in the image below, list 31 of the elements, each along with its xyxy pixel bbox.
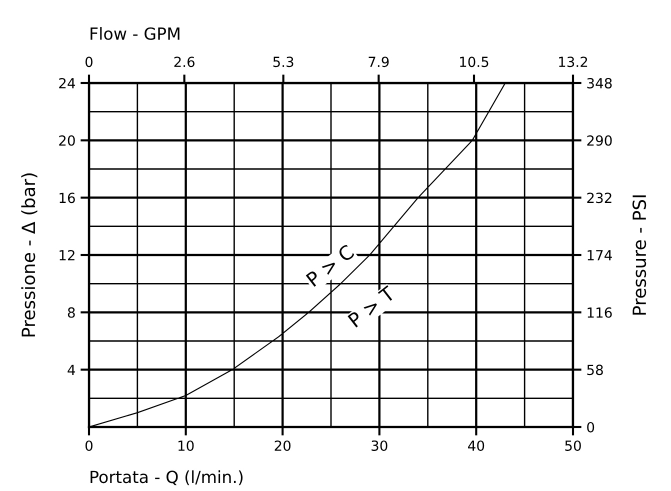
y2-axis-title: Pressure - PSI bbox=[632, 195, 646, 315]
y-tick-label: 8 bbox=[68, 307, 75, 318]
x-tick-label: 0 bbox=[85, 440, 92, 451]
y2-tick-label: 0 bbox=[587, 422, 594, 432]
y-tick-label: 20 bbox=[59, 135, 75, 146]
y-axis-title: Pressione - Δ (bar) bbox=[21, 173, 38, 336]
annotation: P > T bbox=[348, 285, 396, 328]
x2-tick-label: 2.6 bbox=[174, 56, 195, 68]
y2-tick-label: 174 bbox=[588, 250, 612, 260]
y-tick-label: 16 bbox=[60, 192, 75, 204]
x-tick-label: 10 bbox=[178, 440, 194, 451]
y2-tick-label: 116 bbox=[588, 307, 612, 318]
x-axis-title: Portata - Q (l/min.) bbox=[90, 470, 243, 486]
x-tick-label: 40 bbox=[468, 440, 484, 451]
x-tick-label: 30 bbox=[372, 440, 388, 451]
x2-tick-label: 0 bbox=[85, 56, 92, 68]
y-tick-label: 12 bbox=[60, 250, 74, 260]
y2-tick-label: 290 bbox=[587, 135, 612, 146]
x2-tick-label: 7.9 bbox=[368, 56, 389, 68]
x2-tick-label: 5.3 bbox=[273, 56, 294, 68]
x2-tick-label: 13.2 bbox=[559, 56, 588, 68]
annotation: P > C bbox=[306, 244, 355, 287]
x2-tick-label: 10.5 bbox=[460, 56, 488, 68]
x-tick-label: 20 bbox=[274, 440, 291, 451]
y2-tick-label: 348 bbox=[587, 78, 612, 88]
y-tick-label: 24 bbox=[59, 78, 76, 88]
x-tick-label: 50 bbox=[565, 440, 581, 451]
y2-tick-label: 232 bbox=[587, 192, 612, 204]
y-tick-label: 4 bbox=[68, 364, 76, 375]
y2-tick-label: 58 bbox=[587, 364, 603, 376]
x2-axis-title: Flow - GPM bbox=[90, 27, 180, 40]
